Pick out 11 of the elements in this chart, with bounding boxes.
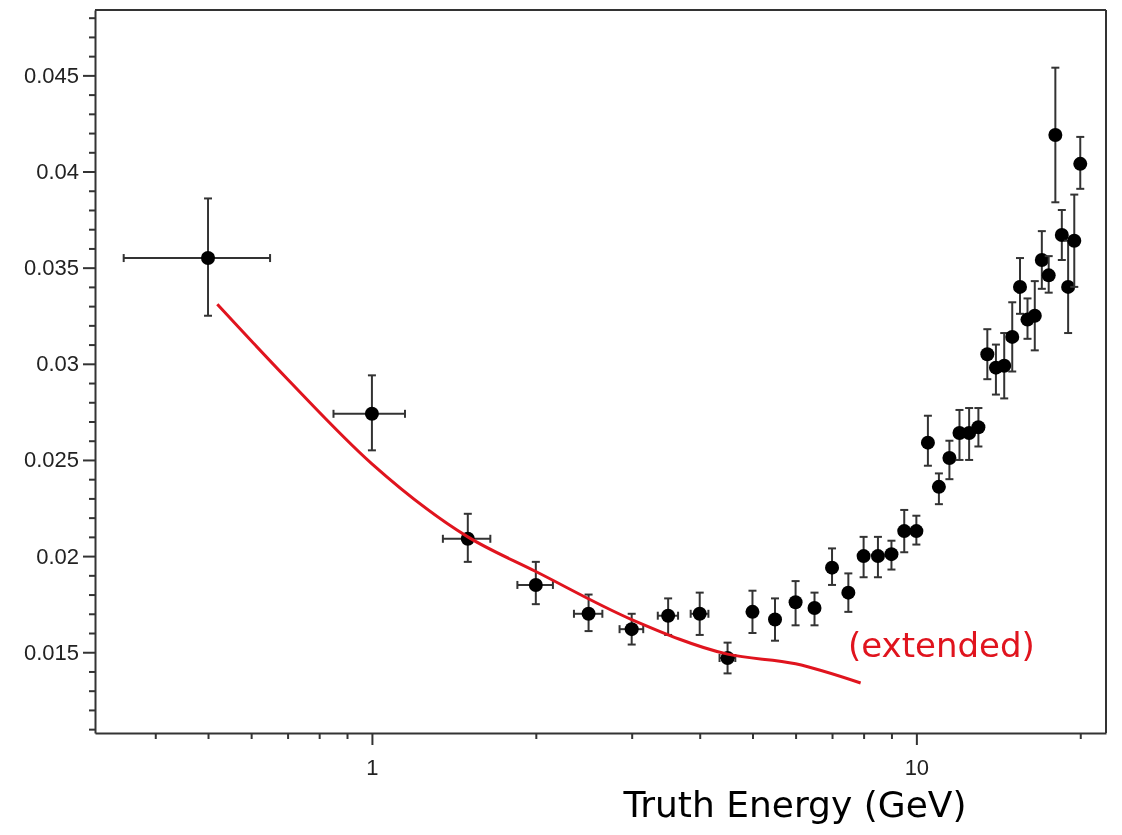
y-tick-label: 0.015	[23, 639, 79, 665]
y-tick-label: 0.04	[36, 159, 79, 185]
y-tick-label: 0.02	[36, 543, 79, 569]
x-axis-title: Truth Energy (GeV)	[622, 784, 967, 825]
x-tick-label: 1	[366, 754, 379, 780]
x-tick-label: 10	[904, 754, 930, 780]
y-tick-label: 0.025	[23, 447, 79, 473]
y-tick-label: 0.03	[36, 351, 79, 377]
y-tick-label: 0.045	[23, 62, 79, 88]
y-tick-label: 0.035	[23, 255, 79, 281]
annotation: (extended)	[848, 625, 1035, 665]
